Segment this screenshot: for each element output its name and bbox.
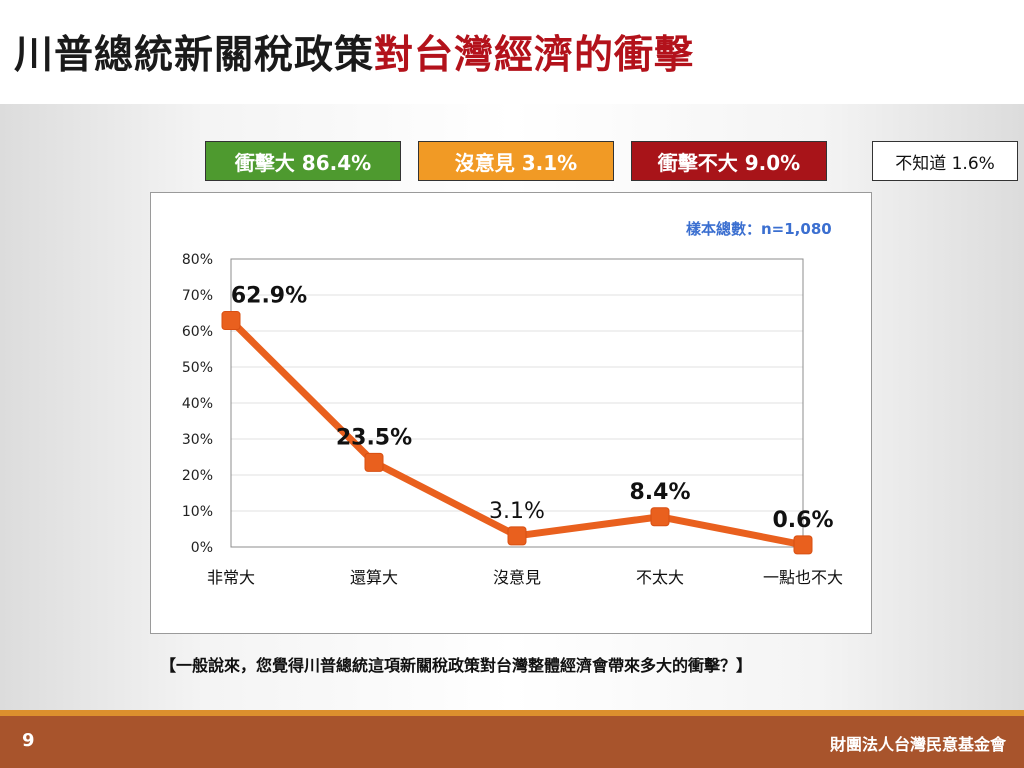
footer-stripe bbox=[0, 710, 1024, 716]
page-number: 9 bbox=[22, 730, 35, 751]
y-tick-label: 60% bbox=[182, 324, 213, 340]
data-point bbox=[650, 507, 670, 527]
x-tick-label: 一點也不大 bbox=[763, 568, 843, 587]
title-part-black: 川普總統新關稅政策 bbox=[14, 33, 375, 78]
y-tick-label: 70% bbox=[182, 288, 213, 304]
y-tick-label: 50% bbox=[182, 360, 213, 376]
x-tick-label: 不太大 bbox=[636, 568, 684, 587]
slide-title: 川普總統新關稅政策對台灣經濟的衝擊 bbox=[14, 24, 694, 80]
y-tick-label: 20% bbox=[182, 468, 213, 484]
footer-bar bbox=[0, 716, 1024, 768]
title-part-red: 對台灣經濟的衝擊 bbox=[374, 33, 695, 78]
survey-question: 【一般說來，您覺得川普總統這項新關稅政策對台灣整體經濟會帶來多大的衝擊？】 bbox=[160, 656, 753, 675]
y-tick-label: 10% bbox=[182, 504, 213, 520]
data-point bbox=[793, 535, 813, 555]
data-point bbox=[507, 526, 527, 546]
title-bar: 川普總統新關稅政策對台灣經濟的衝擊 bbox=[0, 0, 1024, 104]
data-label: 8.4% bbox=[629, 480, 690, 505]
y-tick-label: 30% bbox=[182, 432, 213, 448]
summary-unknown: 不知道 1.6% bbox=[872, 141, 1018, 181]
summary-impact-big: 衝擊大 86.4% bbox=[205, 141, 401, 181]
y-tick-label: 80% bbox=[182, 252, 213, 268]
sample-size-label: 樣本總數：n=1,080 bbox=[686, 220, 832, 238]
data-point bbox=[221, 311, 241, 331]
data-label: 23.5% bbox=[336, 425, 412, 450]
x-tick-label: 沒意見 bbox=[493, 568, 541, 587]
x-tick-label: 非常大 bbox=[207, 568, 255, 587]
summary-no-opinion: 沒意見 3.1% bbox=[418, 141, 614, 181]
data-label: 62.9% bbox=[231, 284, 307, 309]
summary-impact-small: 衝擊不大 9.0% bbox=[631, 141, 827, 181]
chart-panel bbox=[150, 192, 872, 634]
x-tick-label: 還算大 bbox=[350, 568, 398, 587]
plot-frame bbox=[230, 258, 804, 548]
data-label: 0.6% bbox=[772, 508, 833, 533]
organization-name: 財團法人台灣民意基金會 bbox=[829, 735, 1006, 754]
data-point bbox=[364, 452, 384, 472]
y-tick-label: 40% bbox=[182, 396, 213, 412]
y-tick-label: 0% bbox=[191, 540, 213, 556]
data-label: 3.1% bbox=[489, 499, 545, 524]
